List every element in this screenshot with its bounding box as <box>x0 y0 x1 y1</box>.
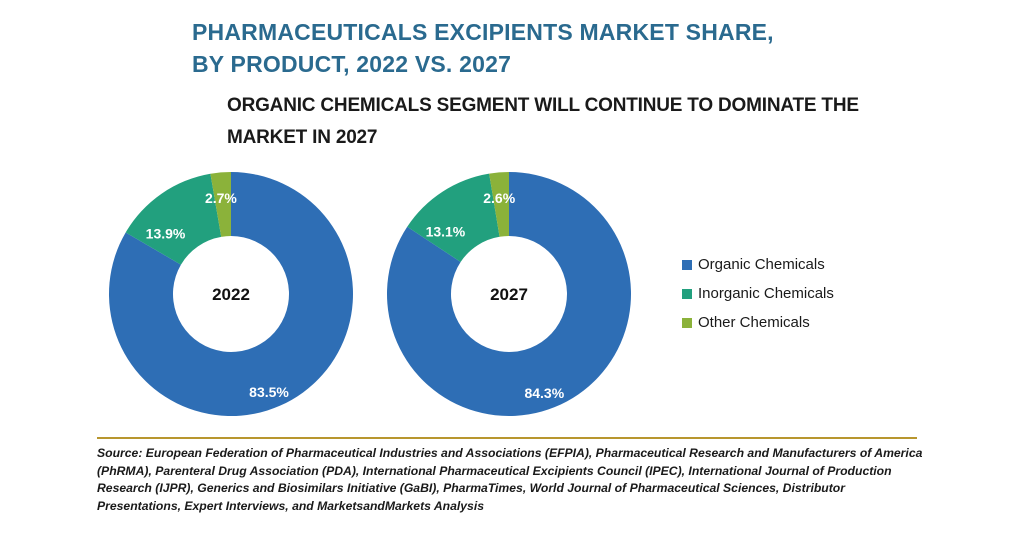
legend-item-other: Other Chemicals <box>682 308 834 337</box>
slice-inorganic-2027 <box>407 173 500 263</box>
chart-title-line-1: PHARMACEUTICALS EXCIPIENTS MARKET SHARE, <box>192 19 774 45</box>
slice-label-inorganic-2027: 13.1% <box>426 224 466 240</box>
legend-swatch-other <box>682 317 692 328</box>
legend-swatch-inorganic <box>682 288 692 299</box>
chart-subtitle: ORGANIC CHEMICALS SEGMENT WILL CONTINUE … <box>227 95 859 148</box>
donut-center-label-2027: 2027 <box>490 285 528 304</box>
donut-2022: 83.5% 13.9% 2.7% 2022 <box>109 171 353 416</box>
slice-label-other-2022: 2.7% <box>205 190 237 206</box>
donut-center-label-2022: 2022 <box>212 285 250 304</box>
slice-inorganic-2022 <box>125 173 222 265</box>
slice-label-other-2027: 2.6% <box>483 190 515 206</box>
legend-label-inorganic: Inorganic Chemicals <box>698 285 834 302</box>
legend-label-other: Other Chemicals <box>698 314 810 331</box>
legend-item-organic: Organic Chemicals <box>682 250 834 279</box>
slice-label-organic-2027: 84.3% <box>524 385 564 401</box>
source-divider <box>97 437 917 439</box>
slice-label-inorganic-2022: 13.9% <box>146 226 186 242</box>
legend-label-organic: Organic Chemicals <box>698 256 825 273</box>
chart-title-line-2: BY PRODUCT, 2022 VS. 2027 <box>192 51 512 77</box>
source-note: Source: European Federation of Pharmaceu… <box>97 446 923 513</box>
slice-other-2022 <box>210 172 231 237</box>
legend-item-inorganic: Inorganic Chemicals <box>682 279 834 308</box>
slice-organic-2027 <box>386 172 631 416</box>
chart-title: PHARMACEUTICALS EXCIPIENTS MARKET SHARE,… <box>192 16 774 80</box>
slice-other-2027 <box>489 172 509 237</box>
legend-swatch-organic <box>682 259 692 270</box>
slice-organic-2022 <box>109 171 353 416</box>
donut-2027: 84.3% 13.1% 2.6% 2027 <box>386 172 631 416</box>
chart-legend: Organic Chemicals Inorganic Chemicals Ot… <box>682 250 834 337</box>
slice-label-organic-2022: 83.5% <box>249 384 289 400</box>
